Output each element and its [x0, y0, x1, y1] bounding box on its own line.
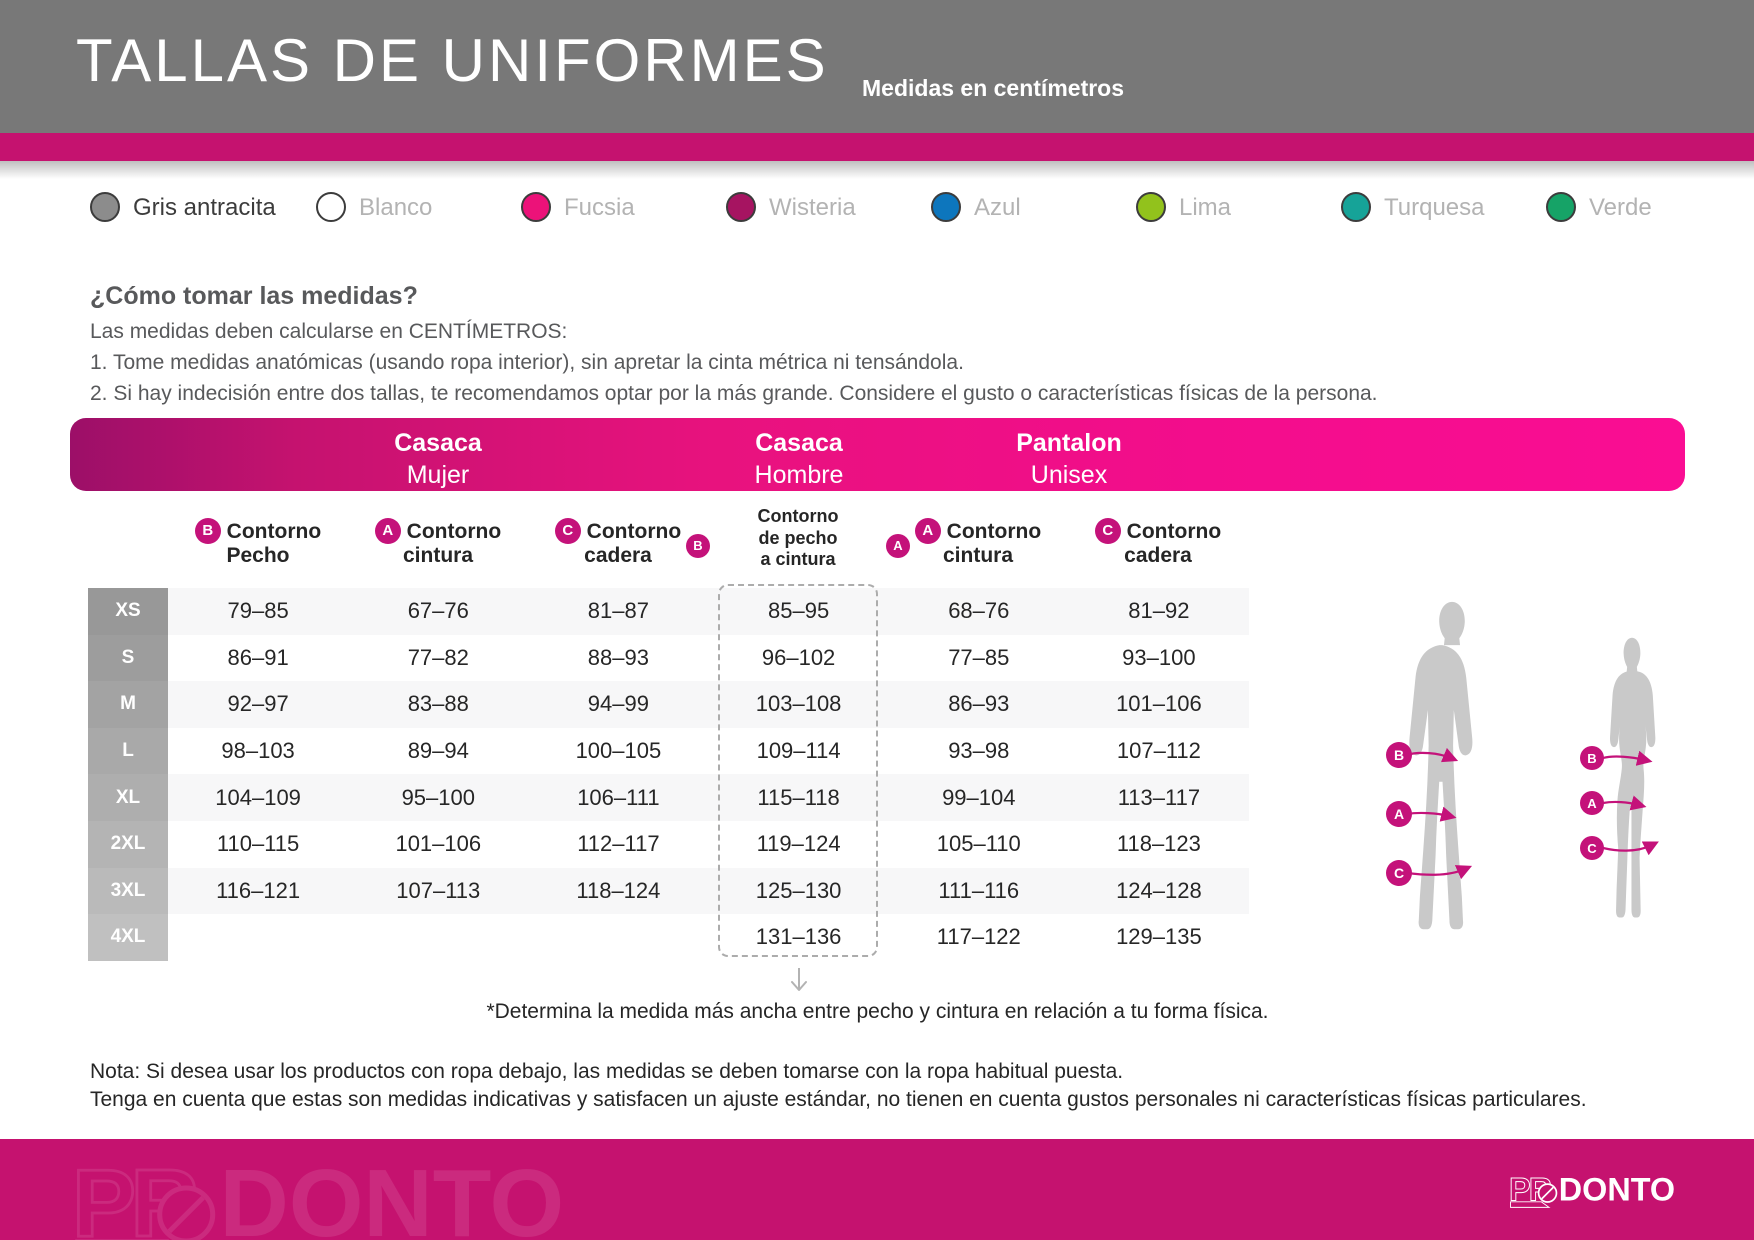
- svg-text:DONTO: DONTO: [220, 1150, 564, 1240]
- svg-text:DONTO: DONTO: [1559, 1171, 1675, 1207]
- svg-text:P: P: [72, 1150, 136, 1240]
